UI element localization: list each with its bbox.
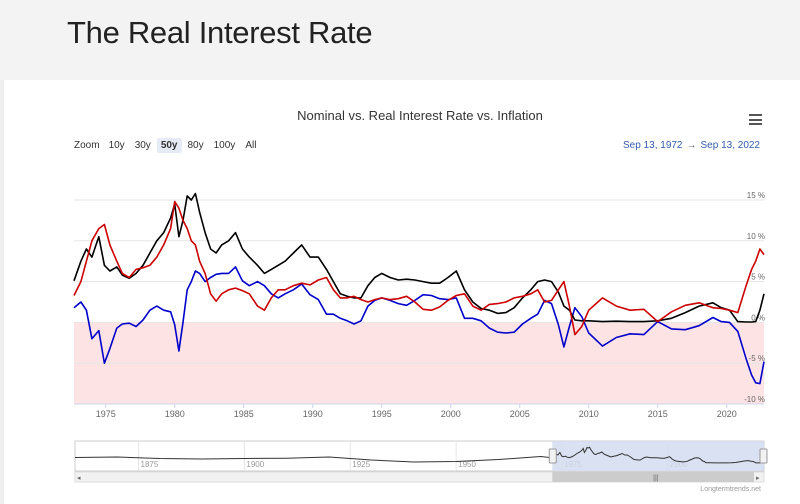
scrollbar-grip-icon: |||: [653, 475, 659, 482]
navigator-tick-label: 1925: [352, 460, 370, 469]
range-from[interactable]: Sep 13, 1972: [623, 140, 683, 151]
x-tick-label: 2015: [648, 409, 668, 419]
zoom-button-80y[interactable]: 80y: [187, 140, 204, 151]
scroll-right-arrow-icon[interactable]: ▸: [756, 474, 760, 482]
y-tick-label: -5 %: [749, 354, 765, 363]
x-tick-label: 1995: [372, 409, 392, 419]
x-tick-label: 1975: [96, 409, 116, 419]
scroll-left-arrow-icon[interactable]: ◂: [77, 474, 81, 482]
menu-bar: [749, 118, 762, 121]
navigator-tick-label: 1875: [141, 460, 159, 469]
y-tick-label: 0 %: [751, 313, 765, 322]
x-tick-label: 2005: [510, 409, 530, 419]
x-tick-label: 2010: [579, 409, 599, 419]
x-tick-label: 2000: [441, 409, 461, 419]
credit-link[interactable]: Longtermtrends.net: [700, 486, 761, 493]
navigator-overview-line: [74, 446, 765, 464]
navigator-tick-label: 1950: [458, 460, 476, 469]
zoom-button-10y[interactable]: 10y: [108, 140, 125, 151]
series-real-interest-rateline-line[interactable]: [73, 266, 765, 385]
range-arrow: →: [686, 140, 697, 151]
y-tick-label: -10 %: [744, 395, 765, 404]
page-title: The Real Interest Rate: [67, 15, 373, 50]
navigator-handle[interactable]: [548, 448, 557, 464]
menu-bar: [749, 114, 762, 116]
title-bar: The Real Interest Rate: [0, 0, 800, 80]
chart-title: Nominal vs. Real Interest Rate vs. Infla…: [297, 108, 543, 123]
zoom-button-50y[interactable]: 50y: [156, 138, 182, 153]
x-tick-label: 1990: [303, 409, 323, 419]
zoom-button-30y[interactable]: 30y: [134, 140, 151, 151]
series-nominal-interest-rateline-line[interactable]: [73, 192, 765, 323]
y-tick-label: 5 %: [751, 273, 765, 282]
y-tick-label: 10 %: [747, 232, 765, 241]
zoom-label: Zoom: [74, 140, 100, 151]
x-tick-label: 2020: [717, 409, 737, 419]
y-tick-label: 15 %: [747, 191, 765, 200]
navigator-tick-label: 1900: [246, 460, 264, 469]
navigator-handle[interactable]: [759, 448, 768, 464]
date-range: Sep 13, 1972 → Sep 13, 2022: [623, 140, 760, 151]
x-tick-label: 1985: [234, 409, 254, 419]
range-to[interactable]: Sep 13, 2022: [700, 140, 761, 151]
scrollbar-thumb[interactable]: [552, 472, 754, 482]
zoom-button-100y[interactable]: 100y: [213, 140, 236, 151]
menu-bar: [749, 123, 762, 125]
navigator-selection[interactable]: [552, 441, 764, 471]
series-inflationline-line[interactable]: [73, 200, 765, 336]
zoom-row: Zoom 10y 30y 50y 80y 100y All: [74, 138, 262, 153]
left-edge: [0, 80, 4, 504]
zoom-button-all[interactable]: All: [245, 140, 257, 151]
chart-menu-icon[interactable]: [749, 114, 762, 125]
scrollbar-track[interactable]: [74, 471, 765, 483]
x-tick-label: 1980: [165, 409, 185, 419]
